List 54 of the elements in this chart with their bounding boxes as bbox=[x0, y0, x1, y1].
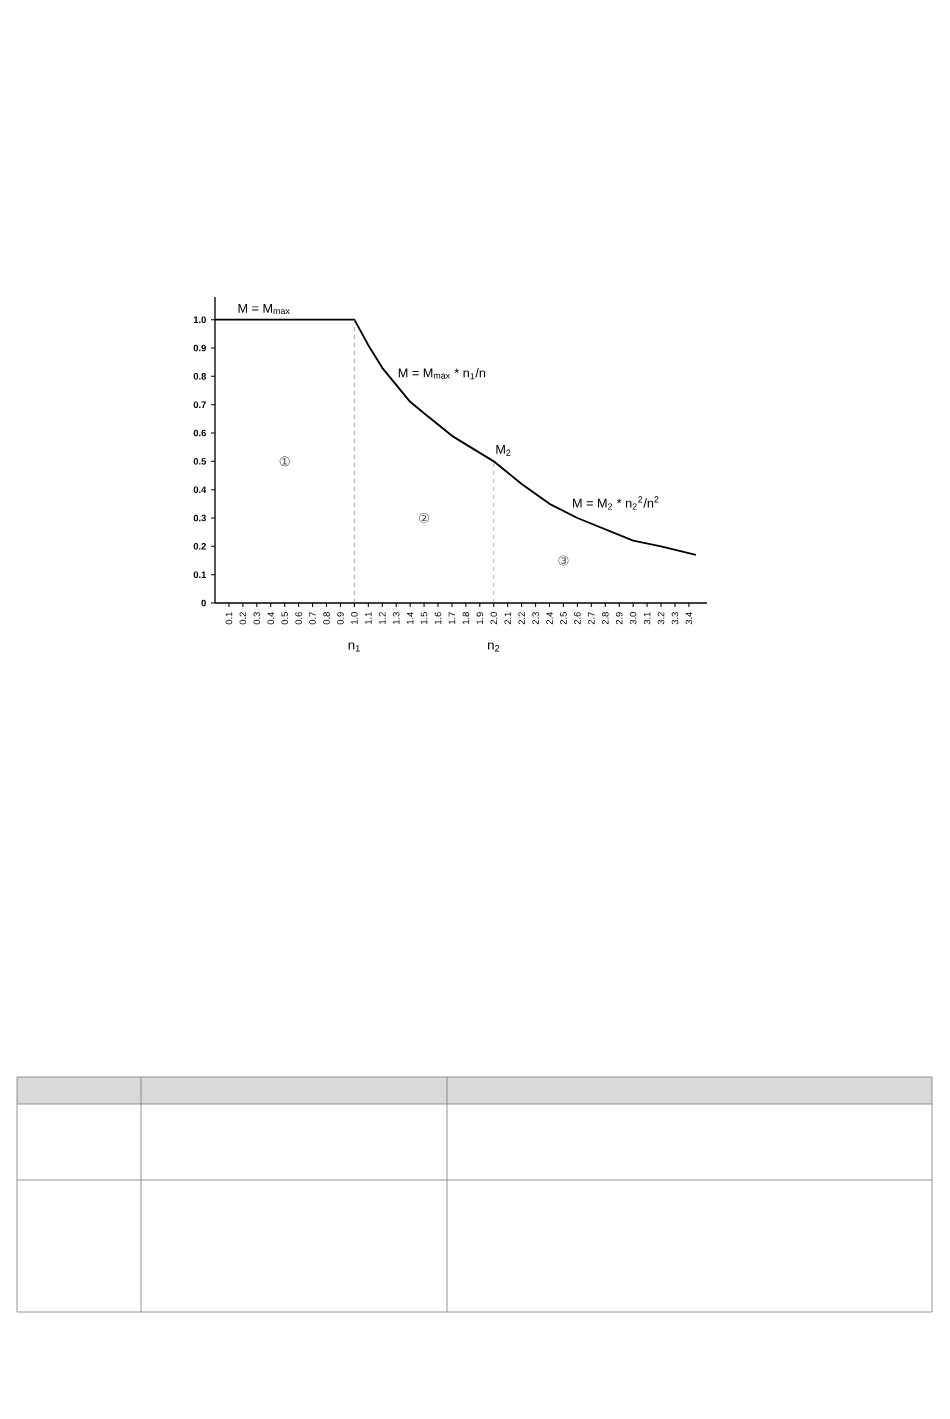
x-tick-label: 1.3 bbox=[392, 612, 400, 624]
x-tick-label: 2.8 bbox=[601, 612, 609, 625]
x-tick-label: 1.8 bbox=[462, 612, 470, 624]
annotation: ③ bbox=[558, 555, 569, 566]
x-tick-label: 1.7 bbox=[448, 612, 456, 624]
y-tick-label: 0.1 bbox=[193, 571, 207, 578]
annotation: ② bbox=[419, 513, 430, 523]
x-tick-label: 3.4 bbox=[685, 611, 693, 625]
x-tick-label: 3.2 bbox=[657, 612, 665, 625]
annotation: ① bbox=[279, 456, 290, 467]
x-tick-label: 0.5 bbox=[281, 612, 288, 625]
ref-line-label: n$_{1}$ bbox=[348, 642, 360, 652]
y-tick-label: 0.3 bbox=[193, 514, 206, 522]
x-tick-label: 0.2 bbox=[239, 612, 247, 625]
annotation: M = M$_{2}$ * n$_{2}$$^{2}$/n$^{2}$ bbox=[573, 496, 659, 510]
x-tick-label: 1.4 bbox=[406, 611, 414, 624]
x-tick-label: 1.0 bbox=[351, 612, 358, 624]
y-tick-label: 0.5 bbox=[193, 458, 207, 465]
x-tick-label: 2.5 bbox=[560, 612, 567, 625]
x-tick-label: 2.9 bbox=[615, 612, 623, 625]
x-tick-label: 2.3 bbox=[532, 612, 539, 625]
x-tick-label: 0.3 bbox=[253, 612, 261, 625]
x-tick-label: 2.6 bbox=[574, 612, 581, 625]
x-tick-label: 2.1 bbox=[504, 612, 511, 625]
x-tick-label: 1.1 bbox=[365, 612, 372, 624]
x-tick-label: 0.8 bbox=[323, 612, 330, 625]
y-tick-label: 0.2 bbox=[193, 543, 206, 550]
annotation: M$_{2}$ bbox=[496, 444, 511, 456]
x-tick-label: 2.2 bbox=[518, 612, 525, 625]
x-tick-label: 1.9 bbox=[476, 612, 484, 624]
x-tick-label: 2.0 bbox=[490, 612, 498, 625]
x-tick-label: 0.7 bbox=[309, 612, 316, 625]
y-tick-label: 1.0 bbox=[193, 316, 206, 323]
y-tick-label: 0 bbox=[201, 599, 206, 607]
x-tick-label: 0.1 bbox=[225, 612, 233, 625]
annotation: M = M$_{max}$ bbox=[238, 303, 290, 315]
x-tick-label: 1.5 bbox=[420, 612, 428, 624]
x-tick-label: 3.0 bbox=[629, 612, 637, 625]
annotation: M = M$_{max}$ * n$_{1}$/n bbox=[398, 368, 486, 380]
y-tick-label: 0.4 bbox=[193, 486, 207, 493]
x-tick-label: 2.4 bbox=[546, 611, 553, 625]
x-tick-label: 2.7 bbox=[588, 612, 595, 625]
y-tick-label: 0.9 bbox=[193, 344, 206, 352]
y-tick-label: 0.6 bbox=[193, 429, 206, 437]
y-tick-label: 0.8 bbox=[193, 373, 206, 380]
x-tick-label: 3.3 bbox=[671, 612, 679, 625]
x-tick-label: 1.6 bbox=[434, 612, 442, 624]
x-tick-label: 0.4 bbox=[267, 611, 275, 625]
ref-line-label: n$_{2}$ bbox=[488, 642, 500, 652]
x-tick-label: 0.6 bbox=[295, 612, 302, 625]
x-tick-label: 1.2 bbox=[379, 612, 386, 624]
y-tick-label: 0.7 bbox=[193, 401, 206, 408]
x-tick-label: 0.9 bbox=[337, 612, 344, 625]
x-tick-label: 3.1 bbox=[643, 612, 651, 625]
